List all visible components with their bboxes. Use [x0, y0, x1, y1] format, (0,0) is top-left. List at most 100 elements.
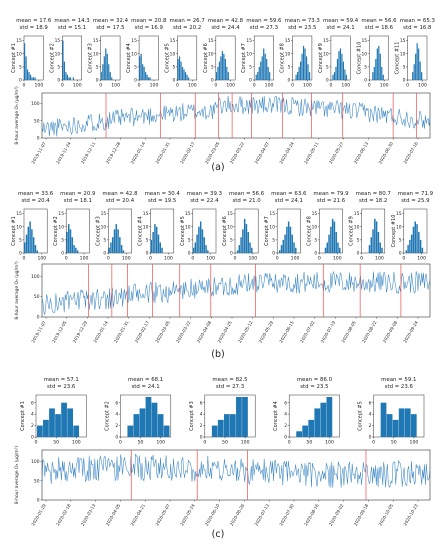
hist-xtick-label: 100: [188, 83, 197, 89]
hist-xtick-label: 100: [164, 256, 173, 262]
concept-mean: mean = 56.6: [361, 18, 397, 24]
ts-xtick-label: 2020-10-05: [378, 503, 395, 527]
ts-xtick-label: 2020-05-11: [303, 141, 320, 165]
concept-ylabel: Concept #2: [53, 216, 59, 246]
hist-ytick-label: 0: [96, 78, 99, 84]
concept-std: std = 22.4: [190, 198, 219, 204]
concept-std: std = 18.2: [359, 198, 387, 204]
hist-ytick-label: 5: [249, 64, 252, 70]
ts-xtick-label: 2020-04-08: [196, 320, 213, 344]
concept-ylabel: Concept #2: [49, 43, 55, 73]
concept-ylabel: Concept #5: [358, 401, 364, 431]
hist-bar: [218, 61, 220, 80]
concept-ylabel: Concept #1: [20, 401, 26, 431]
ts-xtick-label: 2020-09-24: [402, 320, 419, 344]
hist-bar: [224, 59, 226, 80]
hist-bar: [419, 61, 421, 80]
hist-bar: [119, 237, 121, 253]
panel-label: (a): [211, 162, 224, 173]
concept-mean: mean = 71.9: [398, 191, 434, 197]
hist-bar: [379, 242, 381, 253]
concept-ylabel: Concept #2: [104, 401, 110, 431]
concept-std: std = 20.4: [21, 198, 50, 204]
ts-xtick-label: 2020-01-14: [92, 320, 109, 344]
hist-bar: [266, 59, 268, 80]
concept-ylabel: Concept #9: [318, 43, 324, 73]
hist-bar: [63, 61, 66, 80]
hist-bar: [120, 245, 123, 253]
ts-xtick-label: 2020-08-16: [303, 503, 320, 527]
hist-bar: [201, 229, 204, 253]
hist-bar: [375, 59, 377, 80]
hist-ytick-label: 15: [185, 211, 191, 217]
hist-xtick-label: 0: [402, 256, 405, 262]
hist-ytick-label: 0: [272, 251, 275, 257]
hist-bar: [372, 72, 374, 80]
hist-ytick-label: 5: [103, 237, 106, 243]
hist-bar: [304, 48, 306, 80]
hist-bar: [381, 247, 383, 253]
hist-ytick-label: 10: [285, 51, 291, 57]
hist-ytick-label: 2: [369, 423, 372, 429]
hist-ytick-label: 5: [19, 64, 22, 70]
hist-ytick-label: 10: [185, 224, 191, 230]
hist-bar: [298, 66, 300, 80]
concept-std: std = 16.9: [135, 25, 164, 31]
hist-bar: [194, 242, 197, 253]
hist-bar: [117, 229, 119, 253]
ts-ytick-label: 0: [37, 498, 40, 504]
hist-bar: [335, 232, 337, 253]
ts-xtick-label: 2020-10-23: [402, 503, 419, 527]
hist-xtick-label: 100: [333, 256, 342, 262]
hist-xtick-label: 0: [291, 83, 294, 89]
hist-bar: [142, 64, 144, 80]
hist-frame: [62, 35, 82, 81]
hist-ytick-label: 10: [16, 224, 22, 230]
hist-ytick-label: 5: [172, 64, 175, 70]
hist-bar: [289, 226, 292, 253]
concept-std: std = 20.4: [106, 198, 135, 204]
concept-ylabel: Concept #1: [11, 216, 17, 246]
hist-bar: [297, 72, 299, 80]
hist-bar: [413, 64, 415, 80]
hist-bar: [280, 245, 283, 253]
hist-xtick-label: 0: [191, 256, 194, 262]
concept-std: std = 19.5: [148, 198, 176, 204]
concept-std: std = 24.1: [275, 198, 303, 204]
hist-xtick-label: 0: [372, 440, 375, 446]
ts-xtick-label: 2020-07-19: [320, 320, 337, 344]
concept-ylabel: Concept #10: [391, 215, 397, 248]
hist-ytick-label: 15: [354, 211, 360, 217]
hist-bar: [211, 425, 218, 437]
hist-bar: [220, 56, 222, 80]
hist-ytick-label: 0: [326, 78, 329, 84]
hist-bar: [414, 221, 416, 253]
concept-mean: mean = 73.3: [285, 18, 320, 24]
concept-mean: mean = 59.4: [323, 18, 359, 24]
hist-bar: [308, 419, 315, 437]
concept-ylabel: Concept #5: [180, 216, 186, 246]
hist-bar: [338, 51, 340, 80]
hist-bar: [342, 61, 345, 80]
ts-xtick-label: 2019-12-29: [72, 320, 89, 344]
hist-bar: [373, 66, 375, 80]
hist-bar: [226, 66, 228, 80]
hist-xtick-label: 0: [149, 256, 152, 262]
ts-xtick-label: 2020-07-30: [278, 503, 295, 527]
hist-bar: [73, 425, 80, 437]
hist-bar: [326, 397, 333, 437]
hist-bar: [376, 48, 378, 80]
hist-bar: [333, 221, 336, 253]
hist-bar: [236, 250, 239, 253]
hist-bar: [326, 242, 329, 253]
hist-ytick-label: 0: [211, 78, 214, 84]
hist-ytick-label: 5: [403, 64, 406, 70]
ts-line: [41, 95, 431, 137]
hist-ytick-label: 15: [285, 38, 291, 44]
